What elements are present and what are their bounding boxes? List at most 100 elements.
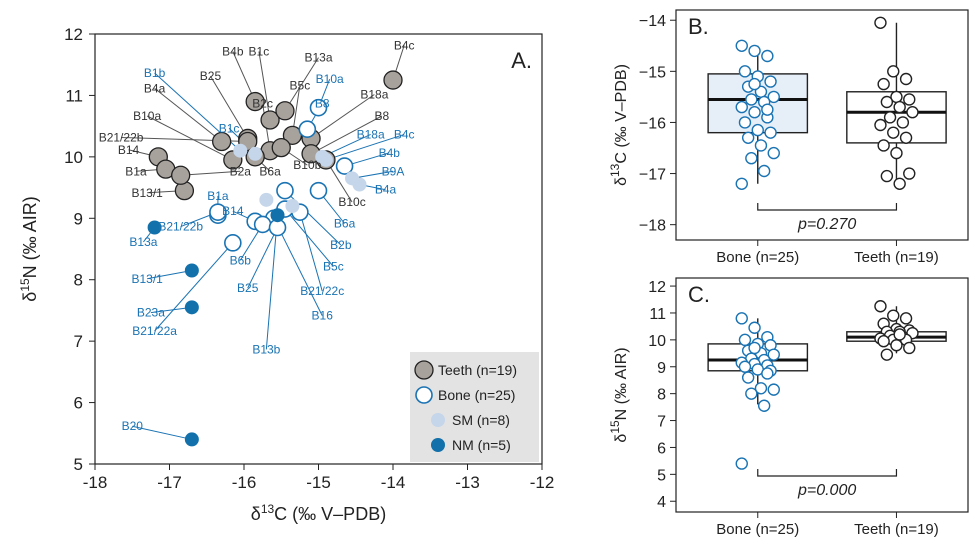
legend-marker xyxy=(414,360,434,380)
teeth-point xyxy=(211,131,232,152)
teeth-point xyxy=(383,70,403,90)
bone-point xyxy=(745,93,758,106)
bone-point xyxy=(767,146,780,160)
point-label: B21/22c xyxy=(300,284,344,298)
sm-point xyxy=(318,152,333,167)
bone-point xyxy=(298,120,317,139)
teeth-point xyxy=(896,116,910,129)
point-label: B1c xyxy=(249,45,270,59)
x-tick-label: -17 xyxy=(157,473,182,492)
teeth-point xyxy=(874,16,887,29)
bone-point xyxy=(761,49,774,63)
y-tick-label: 12 xyxy=(64,25,83,44)
panel-label: C. xyxy=(688,282,710,307)
p-value: p=0.270 xyxy=(797,216,856,233)
point-label: B18a xyxy=(357,127,385,141)
x-tick-label: Bone (n=25) xyxy=(716,249,799,266)
teeth-point xyxy=(903,93,916,106)
point-label: B13b xyxy=(252,342,280,356)
x-tick-label: -12 xyxy=(530,473,555,492)
y-tick-label: 11 xyxy=(649,306,666,323)
p-value: p=0.000 xyxy=(797,482,856,499)
point-label: B1c xyxy=(219,121,240,135)
y-tick-label: 9 xyxy=(74,209,83,228)
bone-point xyxy=(757,399,771,412)
legend: Teeth (n=19) Bone (n=25) SM (n=8) NM (n=5) xyxy=(410,352,539,462)
legend-label: SM (n=8) xyxy=(452,412,510,428)
y-tick-label: 10 xyxy=(64,148,83,167)
bone-point xyxy=(764,126,777,139)
teeth-point xyxy=(874,300,887,313)
teeth-point xyxy=(877,77,890,91)
panel-a: -18 -17 -16 -15 -14 -13 -12 5 6 7 8 9 10 11 12 A. δ13C (… xyxy=(18,25,554,524)
point-label: B13a xyxy=(304,51,332,65)
point-label: B25 xyxy=(237,281,259,295)
bone-point xyxy=(767,383,780,396)
y-tick-label: 8 xyxy=(74,271,83,290)
x-tick-label: Teeth (n=19) xyxy=(854,249,939,266)
teeth-point xyxy=(883,111,897,124)
legend-label: Teeth (n=19) xyxy=(438,362,517,378)
x-tick-label: -18 xyxy=(83,473,108,492)
point-label: B2b xyxy=(330,238,352,252)
y-tick-label: −17 xyxy=(639,167,666,184)
x-axis-label: δ13C (‰ V–PDB) xyxy=(251,502,386,524)
teeth-point xyxy=(893,177,906,190)
teeth-point xyxy=(874,118,887,132)
point-label: B13/1 xyxy=(131,186,163,200)
bone-point xyxy=(735,312,748,325)
y-tick-label: −18 xyxy=(639,218,666,235)
bone-point xyxy=(738,116,752,129)
sm-point xyxy=(285,199,300,213)
point-label: B8 xyxy=(374,109,389,123)
legend-marker xyxy=(431,413,445,427)
point-label: B21/22a xyxy=(132,324,177,338)
point-label: B10c xyxy=(338,195,365,209)
bone-point xyxy=(767,90,780,104)
bone-point xyxy=(748,321,761,334)
y-tick-label: −15 xyxy=(639,64,666,81)
y-tick-label: −16 xyxy=(639,115,666,132)
point-label: B2c xyxy=(252,97,273,111)
leader-line xyxy=(258,51,271,121)
teeth-point xyxy=(887,309,900,322)
teeth-point xyxy=(906,106,919,119)
leader-line xyxy=(310,94,375,139)
point-label: B6a xyxy=(334,217,356,231)
y-tick-label: 12 xyxy=(648,279,666,296)
bone-point xyxy=(253,215,272,234)
teeth-point xyxy=(887,126,900,139)
point-label: B10a xyxy=(133,109,161,123)
bone-point xyxy=(335,157,354,175)
y-tick-label: 7 xyxy=(657,414,666,431)
bone-point xyxy=(738,65,752,78)
teeth-point xyxy=(880,348,894,361)
nm-point xyxy=(147,220,162,235)
teeth-point xyxy=(880,95,894,109)
panel-label: A. xyxy=(511,48,532,73)
bone-point xyxy=(309,181,328,200)
nm-point xyxy=(270,208,285,223)
bone-point xyxy=(767,348,780,361)
teeth-point xyxy=(877,335,890,348)
panel-label: B. xyxy=(688,14,709,39)
bone-point xyxy=(748,77,761,91)
teeth-point xyxy=(903,167,916,180)
bone-point xyxy=(735,39,748,52)
point-label: B21/22b xyxy=(158,220,203,234)
bone-point xyxy=(741,131,755,144)
point-label: B4a xyxy=(144,81,166,95)
bone-point xyxy=(309,98,328,117)
point-label: B18a xyxy=(360,88,388,102)
bone-point xyxy=(761,367,774,380)
y-tick-label: 10 xyxy=(648,333,666,350)
x-tick-label: -13 xyxy=(455,473,480,492)
bone-point xyxy=(754,382,768,395)
teeth-point xyxy=(899,312,913,325)
leader-line xyxy=(154,242,234,332)
point-label: B23a xyxy=(137,306,165,320)
point-label: B13/1 xyxy=(131,272,163,286)
leader-line xyxy=(310,115,383,155)
point-label: B14 xyxy=(118,143,140,157)
bone-point xyxy=(761,103,774,116)
